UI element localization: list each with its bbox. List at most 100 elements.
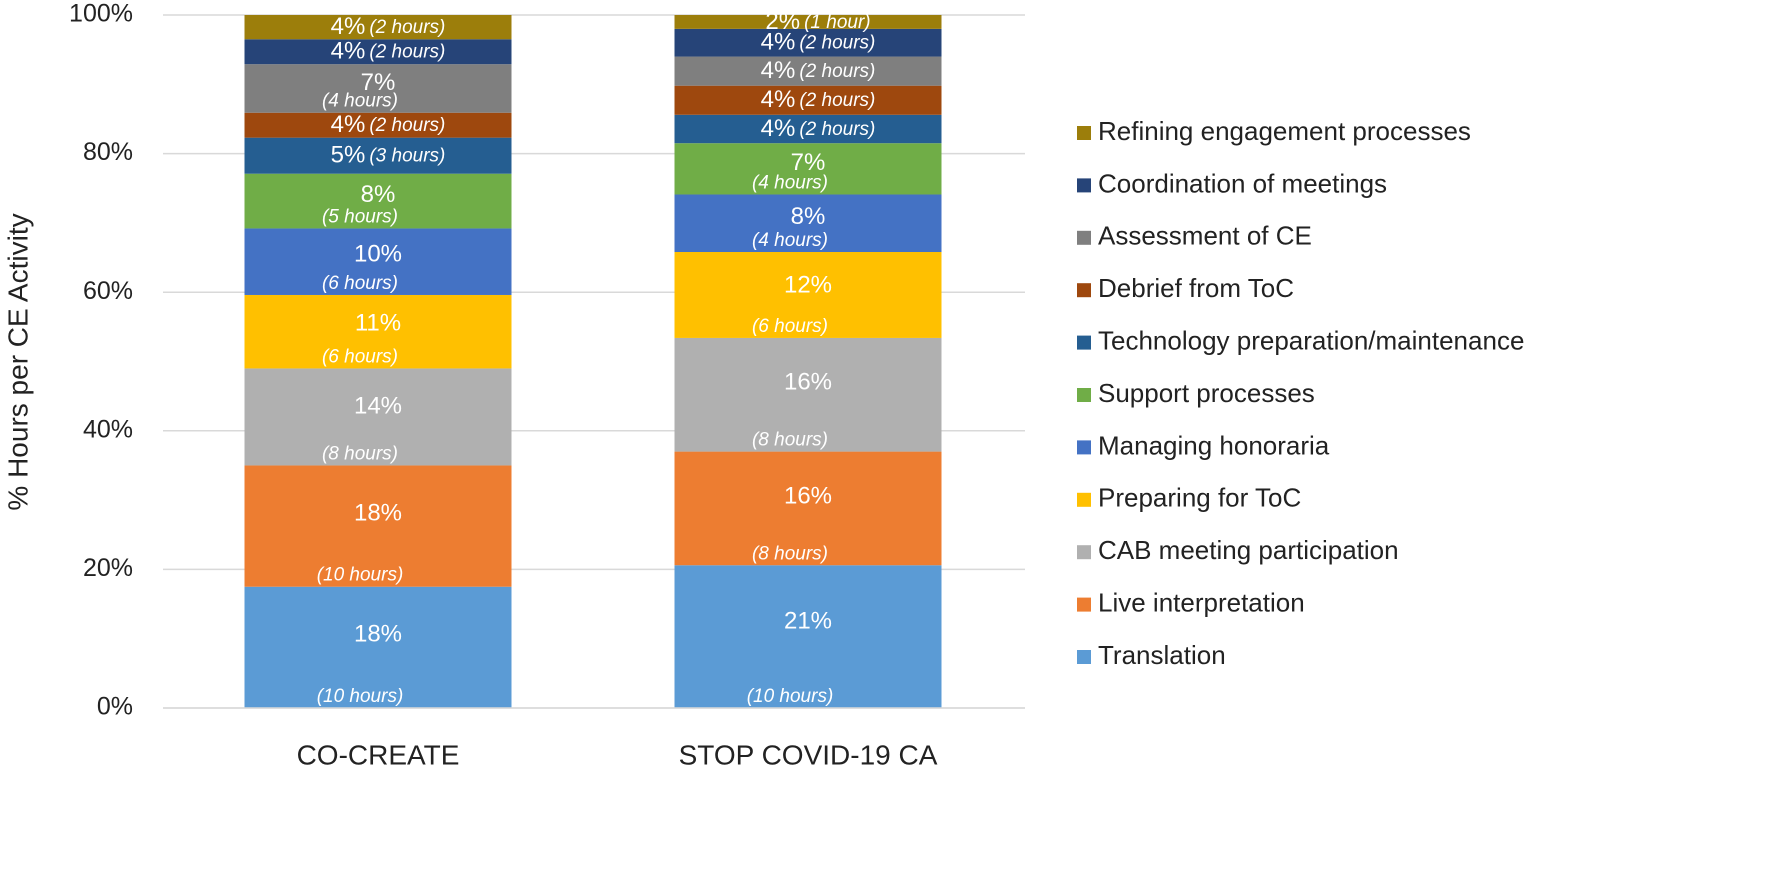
bar-segment xyxy=(674,337,942,452)
bar-segment xyxy=(674,28,942,57)
legend-swatch xyxy=(1077,388,1091,402)
hours-label: (2 hours) xyxy=(369,42,445,63)
legend-label: Debrief from ToC xyxy=(1098,273,1294,303)
value-label: 4% xyxy=(761,57,796,84)
x-tick-label: CO-CREATE xyxy=(297,739,460,770)
value-label: 14% xyxy=(354,393,402,420)
value-label: 11% xyxy=(355,310,401,337)
legend-swatch xyxy=(1077,126,1091,140)
value-label: 21% xyxy=(784,608,832,635)
bar-segment xyxy=(674,252,942,338)
legend-swatch xyxy=(1077,597,1091,612)
legend-label: Preparing for ToC xyxy=(1098,483,1301,513)
y-tick-label: 100% xyxy=(69,0,133,28)
hours-label: (10 hours) xyxy=(317,686,404,707)
data-label: 4% (2 hours) xyxy=(761,29,876,56)
hours-label: (2 hours) xyxy=(799,61,875,82)
value-label: 4% xyxy=(331,13,366,40)
hours-label: (10 hours) xyxy=(317,565,404,586)
bar-segment xyxy=(244,112,512,138)
x-tick-label: STOP COVID-19 CA xyxy=(679,739,938,770)
hours-label: (4 hours) xyxy=(322,91,398,112)
bar-segment xyxy=(674,143,942,195)
hours-label: (6 hours) xyxy=(752,316,828,337)
legend-swatch xyxy=(1077,335,1091,350)
hours-label: (8 hours) xyxy=(752,543,828,564)
bar-segment xyxy=(244,39,512,65)
value-label: 18% xyxy=(354,621,402,648)
value-label: 8% xyxy=(791,203,826,230)
legend-label: Assessment of CE xyxy=(1098,221,1312,251)
value-label: 8% xyxy=(361,181,396,208)
y-tick-label: 60% xyxy=(83,277,133,305)
value-label: 2% xyxy=(765,8,800,35)
value-label: 5% xyxy=(331,142,366,169)
value-label: 7% xyxy=(361,69,396,96)
legend-swatch xyxy=(1077,230,1091,245)
bar-segment xyxy=(674,565,942,708)
legend-label: Managing honoraria xyxy=(1098,430,1330,460)
y-tick-label: 0% xyxy=(97,693,133,721)
value-label: 18% xyxy=(354,499,402,526)
y-tick-label: 20% xyxy=(83,554,133,582)
legend-swatch xyxy=(1077,545,1091,560)
data-label: 4% (2 hours) xyxy=(331,38,446,65)
hours-label: (2 hours) xyxy=(369,115,445,136)
hours-label: (6 hours) xyxy=(322,346,398,367)
value-label: 16% xyxy=(784,482,832,509)
bar-segment xyxy=(244,465,512,587)
hours-label: (2 hours) xyxy=(369,17,445,38)
value-label: 7% xyxy=(791,149,826,176)
bar-segment xyxy=(244,586,512,708)
y-axis-title: % Hours per CE Activity xyxy=(2,213,33,510)
legend-swatch xyxy=(1077,283,1091,298)
hours-label: (2 hours) xyxy=(799,119,875,140)
data-label: 4% (2 hours) xyxy=(761,87,876,114)
bar-segment xyxy=(244,294,512,369)
hours-label: (8 hours) xyxy=(752,430,828,451)
value-label: 4% xyxy=(331,112,366,139)
value-label: 16% xyxy=(784,369,832,396)
bar-segment xyxy=(674,194,942,253)
legend-label: CAB meeting participation xyxy=(1098,535,1399,565)
hours-label: (6 hours) xyxy=(322,273,398,294)
data-label: 4% (2 hours) xyxy=(761,115,876,142)
legend-label: Live interpretation xyxy=(1098,587,1305,617)
y-tick-label: 80% xyxy=(83,138,133,166)
value-label: 10% xyxy=(354,240,402,267)
legend-label: Translation xyxy=(1098,640,1226,670)
hours-label: (8 hours) xyxy=(322,443,398,464)
value-label: 4% xyxy=(761,87,796,114)
legend-swatch xyxy=(1077,440,1091,455)
bar-segment xyxy=(244,228,512,295)
value-label: 4% xyxy=(761,29,796,56)
data-label: 4% (2 hours) xyxy=(331,13,446,40)
value-label: 12% xyxy=(784,272,832,299)
data-label: 4% (2 hours) xyxy=(331,112,446,139)
bar-segment xyxy=(674,56,942,86)
legend-swatch xyxy=(1077,178,1091,193)
data-label: 4% (2 hours) xyxy=(761,57,876,84)
hours-label: (4 hours) xyxy=(752,173,828,194)
legend-swatch xyxy=(1077,650,1091,664)
hours-label: (4 hours) xyxy=(752,230,828,251)
legend-label: Technology preparation/maintenance xyxy=(1098,325,1524,355)
bar-segment xyxy=(244,173,512,229)
value-label: 4% xyxy=(761,115,796,142)
hours-label: (5 hours) xyxy=(322,206,398,227)
y-tick-label: 40% xyxy=(83,415,133,443)
bar-segment xyxy=(244,15,512,40)
legend-swatch xyxy=(1077,492,1091,507)
bar-segment xyxy=(244,137,512,174)
bar-segment xyxy=(674,114,942,144)
legend-label: Refining engagement processes xyxy=(1098,116,1471,146)
data-label: 5% (3 hours) xyxy=(331,142,446,169)
legend-label: Support processes xyxy=(1098,378,1315,408)
value-label: 4% xyxy=(331,38,366,65)
bar-segment xyxy=(674,15,942,29)
hours-label: (2 hours) xyxy=(799,90,875,111)
bar-segment xyxy=(244,64,512,113)
data-label: 2% (1 hour) xyxy=(765,8,870,35)
